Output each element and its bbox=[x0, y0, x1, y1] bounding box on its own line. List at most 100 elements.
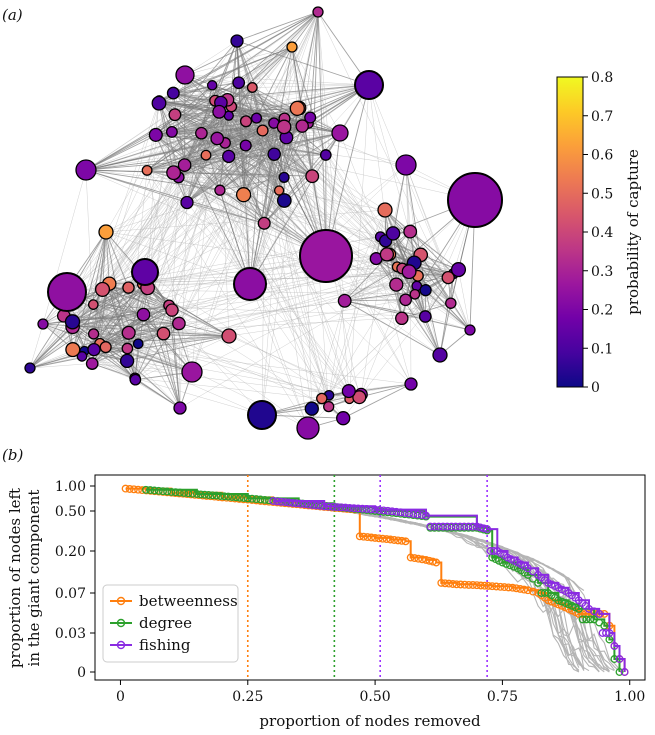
data-point-degree bbox=[256, 495, 265, 504]
data-point-fishing bbox=[400, 508, 409, 517]
data-point-fishing bbox=[620, 668, 629, 676]
data-point-fishing bbox=[413, 510, 422, 519]
data-point-degree bbox=[529, 574, 537, 583]
network-nodes bbox=[24, 6, 503, 440]
colorbar-tick-label: 0.2 bbox=[591, 303, 613, 319]
data-point-betweenness bbox=[472, 581, 481, 590]
y-axis: 1.00 0.50 0.20 0.07 0.03 0 bbox=[55, 479, 95, 681]
network-node bbox=[129, 373, 142, 386]
network-node bbox=[121, 342, 134, 355]
network-node bbox=[65, 342, 81, 358]
network-node bbox=[250, 112, 263, 124]
data-point-betweenness bbox=[508, 583, 517, 592]
data-point-degree bbox=[200, 490, 209, 499]
data-point-betweenness bbox=[138, 486, 147, 495]
network-node bbox=[166, 165, 182, 181]
data-point-degree bbox=[196, 490, 205, 499]
data-point-fishing bbox=[308, 501, 317, 509]
colorbar-tick-label: 0.3 bbox=[591, 264, 613, 280]
network-node bbox=[441, 270, 455, 285]
data-point-fishing bbox=[595, 609, 604, 618]
network-node bbox=[305, 169, 320, 184]
network-node bbox=[75, 159, 97, 181]
network-node bbox=[464, 324, 476, 336]
network-node bbox=[312, 6, 324, 18]
network-node bbox=[239, 139, 252, 152]
data-point-betweenness bbox=[406, 553, 415, 562]
network-node bbox=[295, 119, 309, 133]
data-point-betweenness bbox=[516, 584, 525, 593]
data-point-fishing bbox=[610, 642, 619, 650]
data-point-fishing bbox=[316, 501, 325, 510]
data-point-degree bbox=[158, 487, 167, 496]
data-point-betweenness bbox=[401, 537, 410, 546]
data-point-fishing bbox=[354, 504, 363, 513]
network-node bbox=[148, 127, 163, 142]
network-node bbox=[276, 119, 292, 135]
data-point-betweenness bbox=[480, 581, 489, 590]
data-point-fishing bbox=[434, 522, 443, 531]
data-point-degree bbox=[163, 487, 172, 496]
data-point-fishing bbox=[358, 504, 367, 513]
network-node bbox=[276, 193, 292, 208]
data-point-fishing bbox=[284, 498, 293, 507]
data-point-degree bbox=[586, 615, 595, 624]
data-point-fishing bbox=[409, 509, 418, 518]
network-node bbox=[286, 41, 298, 53]
data-point-betweenness bbox=[359, 532, 368, 541]
network-node bbox=[168, 108, 182, 122]
data-point-degree bbox=[220, 492, 229, 501]
data-point-degree bbox=[184, 489, 193, 498]
network-node bbox=[172, 316, 186, 331]
data-point-betweenness bbox=[397, 536, 406, 545]
data-point-degree bbox=[534, 578, 543, 587]
network-node bbox=[232, 76, 246, 90]
network-node bbox=[316, 392, 328, 405]
data-point-betweenness bbox=[456, 580, 465, 589]
data-point-degree bbox=[188, 489, 197, 498]
data-point-betweenness bbox=[378, 534, 387, 543]
network-node bbox=[336, 411, 351, 426]
network-node bbox=[230, 34, 244, 48]
network-node bbox=[119, 353, 135, 369]
data-point-degree bbox=[232, 493, 240, 502]
x-axis: 0 0.25 0.50 0.75 1.00 bbox=[116, 680, 645, 705]
data-point-fishing bbox=[320, 502, 329, 511]
data-point-fishing bbox=[405, 509, 413, 518]
network-node bbox=[379, 247, 395, 262]
data-point-fishing bbox=[362, 505, 371, 513]
panel-b-label: (b) bbox=[2, 446, 23, 464]
network-node bbox=[173, 401, 187, 415]
x-tick-label: 1.00 bbox=[614, 689, 645, 705]
data-point-betweenness bbox=[363, 533, 372, 542]
network-node bbox=[403, 224, 418, 239]
legend-marker-betweenness bbox=[116, 596, 126, 606]
network-node bbox=[206, 80, 218, 91]
data-point-betweenness bbox=[488, 582, 497, 591]
data-point-betweenness bbox=[134, 485, 143, 494]
network-node bbox=[151, 95, 167, 111]
data-point-betweenness bbox=[386, 535, 395, 544]
data-point-fishing bbox=[489, 547, 498, 555]
data-point-fishing bbox=[324, 502, 333, 511]
legend: betweenness degree fishing bbox=[102, 584, 239, 663]
data-point-betweenness bbox=[464, 580, 473, 589]
network-node bbox=[175, 65, 195, 85]
data-point-fishing bbox=[383, 506, 392, 515]
data-point-degree bbox=[582, 615, 591, 624]
data-point-fishing bbox=[366, 505, 375, 514]
data-point-degree bbox=[600, 621, 609, 630]
data-point-fishing bbox=[277, 497, 286, 506]
network-node bbox=[445, 297, 457, 309]
x-axis-label: proportion of nodes removed bbox=[259, 712, 481, 730]
legend-label-degree: degree bbox=[139, 614, 192, 632]
data-point-fishing bbox=[451, 522, 460, 531]
data-point-fishing bbox=[288, 498, 297, 507]
network-node bbox=[87, 299, 99, 310]
y-axis-label-line1: proportion of nodes left bbox=[6, 488, 24, 668]
data-point-fishing bbox=[328, 502, 337, 511]
data-point-fishing bbox=[296, 499, 305, 508]
network-node bbox=[98, 224, 114, 240]
y-tick-label: 1.00 bbox=[55, 479, 86, 495]
data-point-betweenness bbox=[448, 580, 457, 588]
